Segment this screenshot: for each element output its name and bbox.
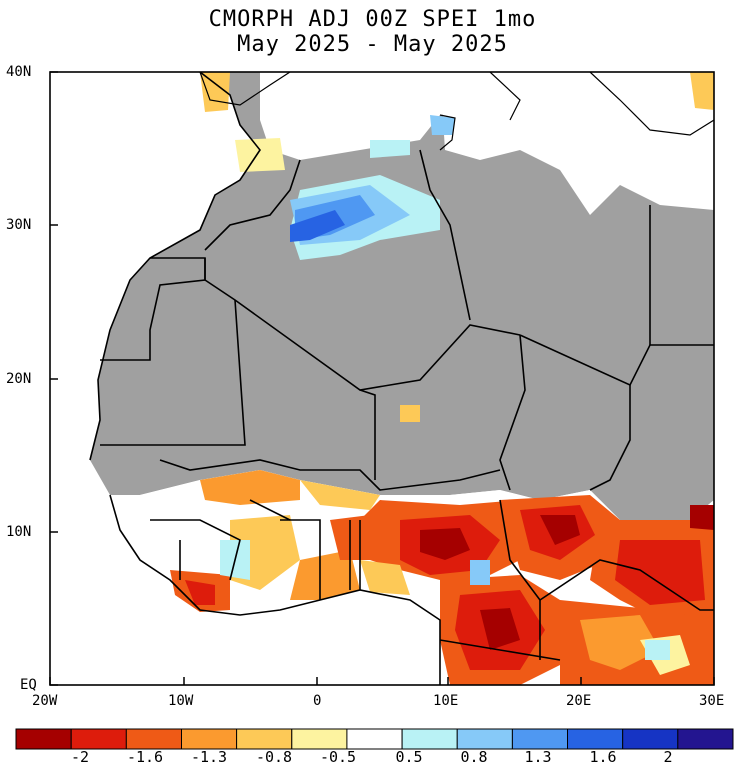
- lat-label-10n: 10N: [6, 524, 32, 540]
- lon-label-10e: 10E: [433, 693, 459, 709]
- colorbar-swatch: [456, 728, 513, 750]
- lat-label-20n: 20N: [6, 371, 32, 387]
- colorbar: [15, 728, 734, 750]
- mediterranean: [445, 110, 714, 210]
- colorbar-swatch: [125, 728, 183, 750]
- colorbar-label: -1.3: [190, 748, 228, 766]
- map-subtitle: May 2025 - May 2025: [237, 32, 508, 57]
- colorbar-label: -1.6: [126, 748, 164, 766]
- colorbar-swatch: [181, 728, 238, 750]
- lat-label-40n: 40N: [6, 64, 32, 80]
- colorbar-label: -0.8: [255, 748, 293, 766]
- europe-coast: [199, 72, 714, 151]
- colorbar-swatch: [346, 728, 403, 750]
- colorbar-swatch: [567, 728, 624, 750]
- land-mass: [90, 72, 714, 520]
- colorbar-swatch: [511, 728, 569, 750]
- colorbar-label: -2: [70, 748, 90, 766]
- colorbar-label: 2: [663, 748, 673, 766]
- colorbar-swatch: [677, 728, 734, 750]
- colorbar-swatch: [15, 728, 72, 750]
- colorbar-swatch: [236, 728, 293, 750]
- colorbar-swatch: [70, 728, 127, 750]
- colorbar-label: 1.6: [589, 748, 617, 766]
- lat-label-eq: EQ: [20, 677, 37, 693]
- colorbar-label: -0.5: [319, 748, 357, 766]
- borders: [89, 72, 714, 685]
- lon-label-20e: 20E: [566, 693, 592, 709]
- lon-label-10w: 10W: [168, 693, 194, 709]
- colorbar-label: 1.3: [524, 748, 552, 766]
- colorbar-swatch: [291, 728, 348, 750]
- colorbar-swatch: [401, 728, 458, 750]
- wet-patches: [220, 115, 670, 660]
- lat-label-30n: 30N: [6, 217, 32, 233]
- north-ocean: [260, 72, 480, 160]
- lon-label-0: 0: [313, 693, 322, 709]
- lon-label-20w: 20W: [32, 693, 58, 709]
- colorbar-swatch: [622, 728, 679, 750]
- lon-label-30e: 30E: [699, 693, 725, 709]
- colorbar-label: 0.8: [460, 748, 488, 766]
- map-title: CMORPH ADJ 00Z SPEI 1mo: [208, 7, 537, 32]
- colorbar-label: 0.5: [395, 748, 423, 766]
- tick-marks: [49, 71, 715, 686]
